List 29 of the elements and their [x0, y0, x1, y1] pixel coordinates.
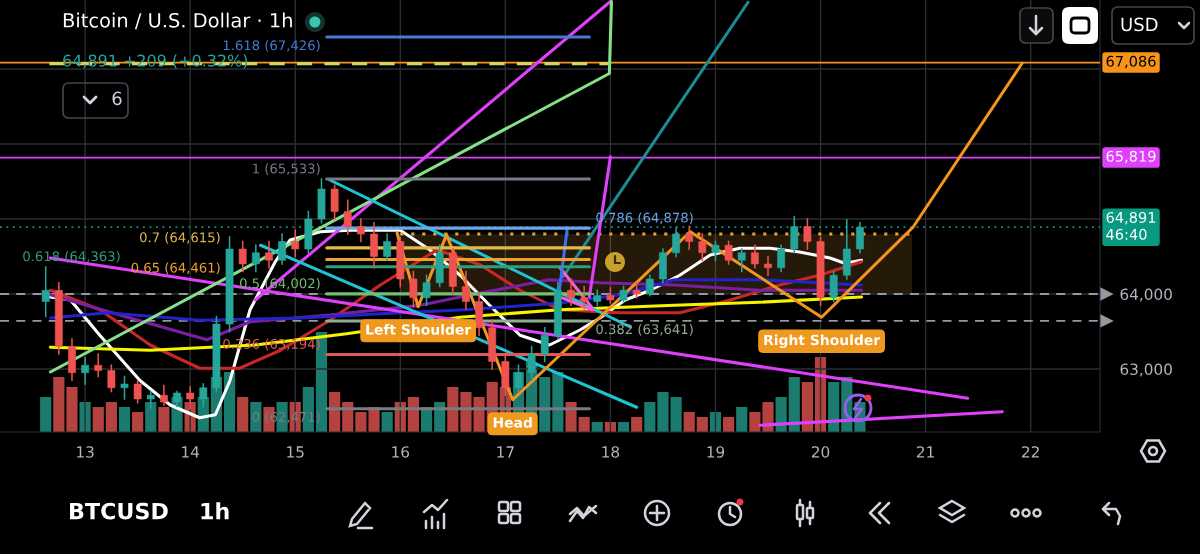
- ref-line-label: 67,086: [1106, 55, 1156, 69]
- ref-line-label: 64,891 46:40: [1106, 211, 1156, 240]
- text: 0.65 (64,461): [131, 262, 220, 275]
- text: Bitcoin / U.S. Dollar · 1h: [63, 12, 292, 30]
- ref-line-label: 65,819: [1106, 150, 1156, 164]
- annotation: 6: [112, 91, 122, 106]
- x-tick-label: 22: [1022, 446, 1039, 458]
- annotation: Left Shoulder: [366, 324, 472, 335]
- text: 1h: [201, 502, 229, 520]
- x-tick-label: 16: [392, 446, 410, 458]
- y-tick-label: 64,000: [1120, 288, 1172, 302]
- series-label: 0.382 (63,641): [596, 323, 693, 336]
- y-tick-label: 63,000: [1120, 363, 1172, 377]
- x-tick-label: 21: [917, 446, 934, 458]
- text: USD: [1121, 17, 1158, 32]
- series-label: 1.618 (67,426): [223, 40, 320, 52]
- x-tick-label: 13: [77, 446, 94, 458]
- x-tick-label: 17: [497, 446, 514, 458]
- x-tick-label: 19: [707, 446, 725, 458]
- annotation: Right Shoulder: [764, 334, 881, 349]
- text: 0.7 (64,615): [139, 232, 220, 244]
- text: BTCUSD: [70, 502, 168, 520]
- text: 0.618 (64,363): [23, 251, 120, 263]
- x-tick-label: 18: [602, 446, 620, 458]
- x-tick-label: 14: [182, 446, 200, 458]
- x-tick-label: 20: [811, 446, 830, 458]
- annotation: Head: [493, 417, 532, 428]
- x-tick-label: 15: [287, 446, 304, 458]
- series-label: 1 (65,533): [253, 163, 320, 176]
